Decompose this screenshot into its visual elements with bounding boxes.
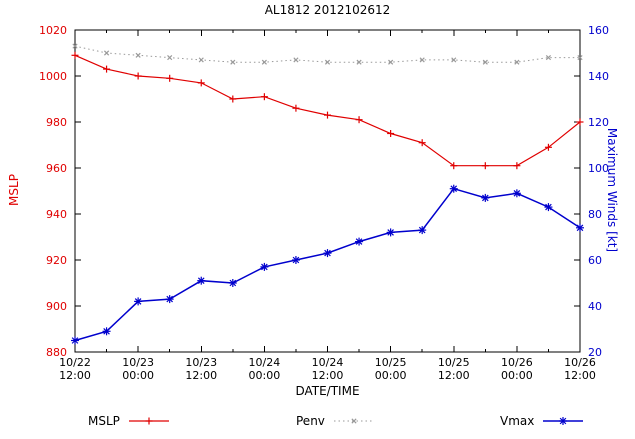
vmax-series bbox=[71, 184, 584, 345]
y-right-tick-label: 80 bbox=[588, 208, 602, 221]
y-axis-label-left: MSLP bbox=[7, 174, 21, 206]
plot-border bbox=[74, 29, 581, 353]
plot-canvas: 880 900 920 940 960 980 1000 1020 20 40 60 80 100 120… bbox=[39, 24, 609, 382]
y-left-tick-label: 940 bbox=[46, 208, 67, 221]
legend-label-penv: Penv bbox=[296, 414, 325, 428]
mslp-line bbox=[74, 54, 581, 167]
vmax-line bbox=[74, 187, 581, 342]
y-right-tick-label: 160 bbox=[588, 24, 609, 37]
legend-sample-mslp-line bbox=[128, 417, 169, 425]
x-tick-label-date: 10/26 bbox=[501, 356, 533, 369]
x-tick-label-time: 12:00 bbox=[564, 369, 596, 382]
x-tick-label-time: 00:00 bbox=[501, 369, 533, 382]
y-left-tick-label: 1020 bbox=[39, 24, 67, 37]
x-tick-label-time: 12:00 bbox=[185, 369, 217, 382]
legend-entry-penv: Penv bbox=[296, 413, 376, 429]
y-right-tick-label: 60 bbox=[588, 254, 602, 267]
x-tick-label-time: 00:00 bbox=[122, 369, 154, 382]
x-tick-label-date: 10/22 bbox=[59, 356, 91, 369]
x-tick-label-date: 10/25 bbox=[438, 356, 470, 369]
legend: MSLP Penv Vmax bbox=[0, 413, 635, 433]
y-left-tick-label: 900 bbox=[46, 300, 67, 313]
legend-sample-penv-line bbox=[333, 418, 374, 424]
x-tick-label-time: 00:00 bbox=[375, 369, 407, 382]
axis-ticks: 880 900 920 940 960 980 1000 1020 20 40 60 80 100 120… bbox=[39, 24, 609, 382]
y-left-tick-label: 1000 bbox=[39, 70, 67, 83]
y-left-tick-label: 960 bbox=[46, 162, 67, 175]
penv-series bbox=[72, 43, 583, 65]
y-left-tick-label: 920 bbox=[46, 254, 67, 267]
x-tick-label-time: 00:00 bbox=[249, 369, 281, 382]
legend-entry-vmax: Vmax bbox=[500, 413, 585, 429]
y-right-tick-label: 20 bbox=[588, 346, 602, 359]
penv-line bbox=[74, 45, 580, 63]
y-right-tick-label: 140 bbox=[588, 70, 609, 83]
x-tick-label-time: 12:00 bbox=[312, 369, 344, 382]
x-tick-label-date: 10/25 bbox=[375, 356, 407, 369]
x-axis-label: DATE/TIME bbox=[295, 384, 360, 398]
y-right-tick-label: 100 bbox=[588, 162, 609, 175]
x-tick-label-date: 10/26 bbox=[564, 356, 596, 369]
y-left-tick-label: 880 bbox=[46, 346, 67, 359]
y-axis-label-right: Maximum Winds [kt] bbox=[605, 127, 619, 253]
y-left-tick-label: 980 bbox=[46, 116, 67, 129]
x-tick-label-time: 12:00 bbox=[59, 369, 91, 382]
legend-entry-mslp: MSLP bbox=[88, 413, 171, 429]
x-tick-label-date: 10/23 bbox=[122, 356, 154, 369]
chart-title: AL1812 2012102612 bbox=[264, 3, 391, 17]
y-right-tick-label: 40 bbox=[588, 300, 602, 313]
x-tick-label-date: 10/24 bbox=[249, 356, 281, 369]
mslp-series bbox=[71, 51, 584, 170]
x-tick-label-date: 10/24 bbox=[312, 356, 344, 369]
y-right-tick-label: 120 bbox=[588, 116, 609, 129]
x-tick-label-time: 12:00 bbox=[438, 369, 470, 382]
legend-sample-vmax-line bbox=[543, 417, 584, 425]
x-tick-label-date: 10/23 bbox=[185, 356, 217, 369]
legend-label-mslp: MSLP bbox=[88, 414, 120, 428]
legend-label-vmax: Vmax bbox=[500, 414, 535, 428]
